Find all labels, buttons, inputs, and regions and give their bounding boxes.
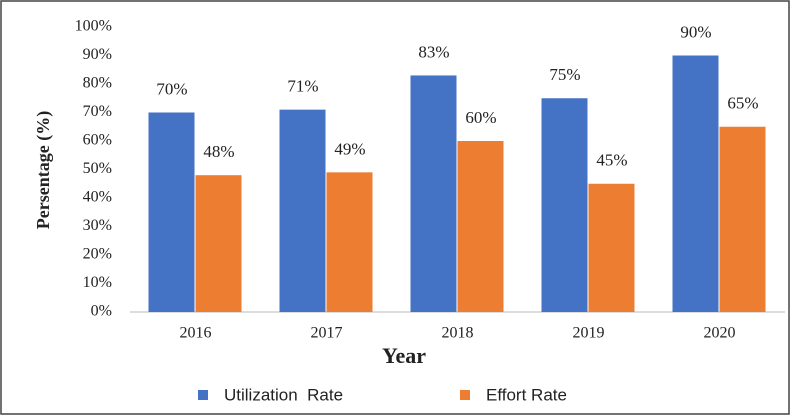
x-tick-label: 2019 xyxy=(573,325,605,342)
bar xyxy=(457,141,504,312)
bar xyxy=(541,98,588,312)
bar xyxy=(279,109,326,313)
bar xyxy=(719,126,766,312)
data-label: 65% xyxy=(727,94,758,113)
x-axis-title: Year xyxy=(382,343,426,368)
y-tick-label: 30% xyxy=(83,217,112,234)
y-tick-label: 60% xyxy=(83,132,112,149)
legend-label: Effort Rate xyxy=(486,385,567,404)
y-tick-label: 100% xyxy=(75,18,112,35)
bar xyxy=(326,172,373,312)
y-tick-label: 90% xyxy=(83,46,112,63)
x-tick-label: 2016 xyxy=(180,325,212,342)
bar xyxy=(672,55,719,312)
x-tick-label: 2017 xyxy=(311,325,343,342)
y-axis-title: Persentage (%) xyxy=(33,111,54,229)
y-tick-label: 0% xyxy=(91,303,112,320)
x-tick-label: 2020 xyxy=(704,325,736,342)
data-label: 70% xyxy=(156,79,187,98)
y-tick-label: 40% xyxy=(83,189,112,206)
data-label: 49% xyxy=(334,139,365,158)
data-label: 75% xyxy=(549,65,580,84)
data-label: 60% xyxy=(465,108,496,127)
y-tick-label: 50% xyxy=(83,160,112,177)
bar xyxy=(410,75,457,312)
legend-swatch xyxy=(198,390,208,400)
data-label: 83% xyxy=(418,42,449,61)
bar xyxy=(195,175,242,312)
y-tick-label: 20% xyxy=(83,246,112,263)
data-label: 71% xyxy=(287,77,318,96)
data-label: 90% xyxy=(680,22,711,41)
data-label: 48% xyxy=(203,142,234,161)
data-label: 45% xyxy=(596,151,627,170)
y-tick-label: 70% xyxy=(83,103,112,120)
bar xyxy=(148,112,195,312)
x-tick-label: 2018 xyxy=(442,325,474,342)
bar xyxy=(588,183,635,312)
legend-label: Utilization Rate xyxy=(224,385,343,404)
legend-swatch xyxy=(460,390,470,400)
y-tick-label: 10% xyxy=(83,274,112,291)
y-tick-label: 80% xyxy=(83,75,112,92)
